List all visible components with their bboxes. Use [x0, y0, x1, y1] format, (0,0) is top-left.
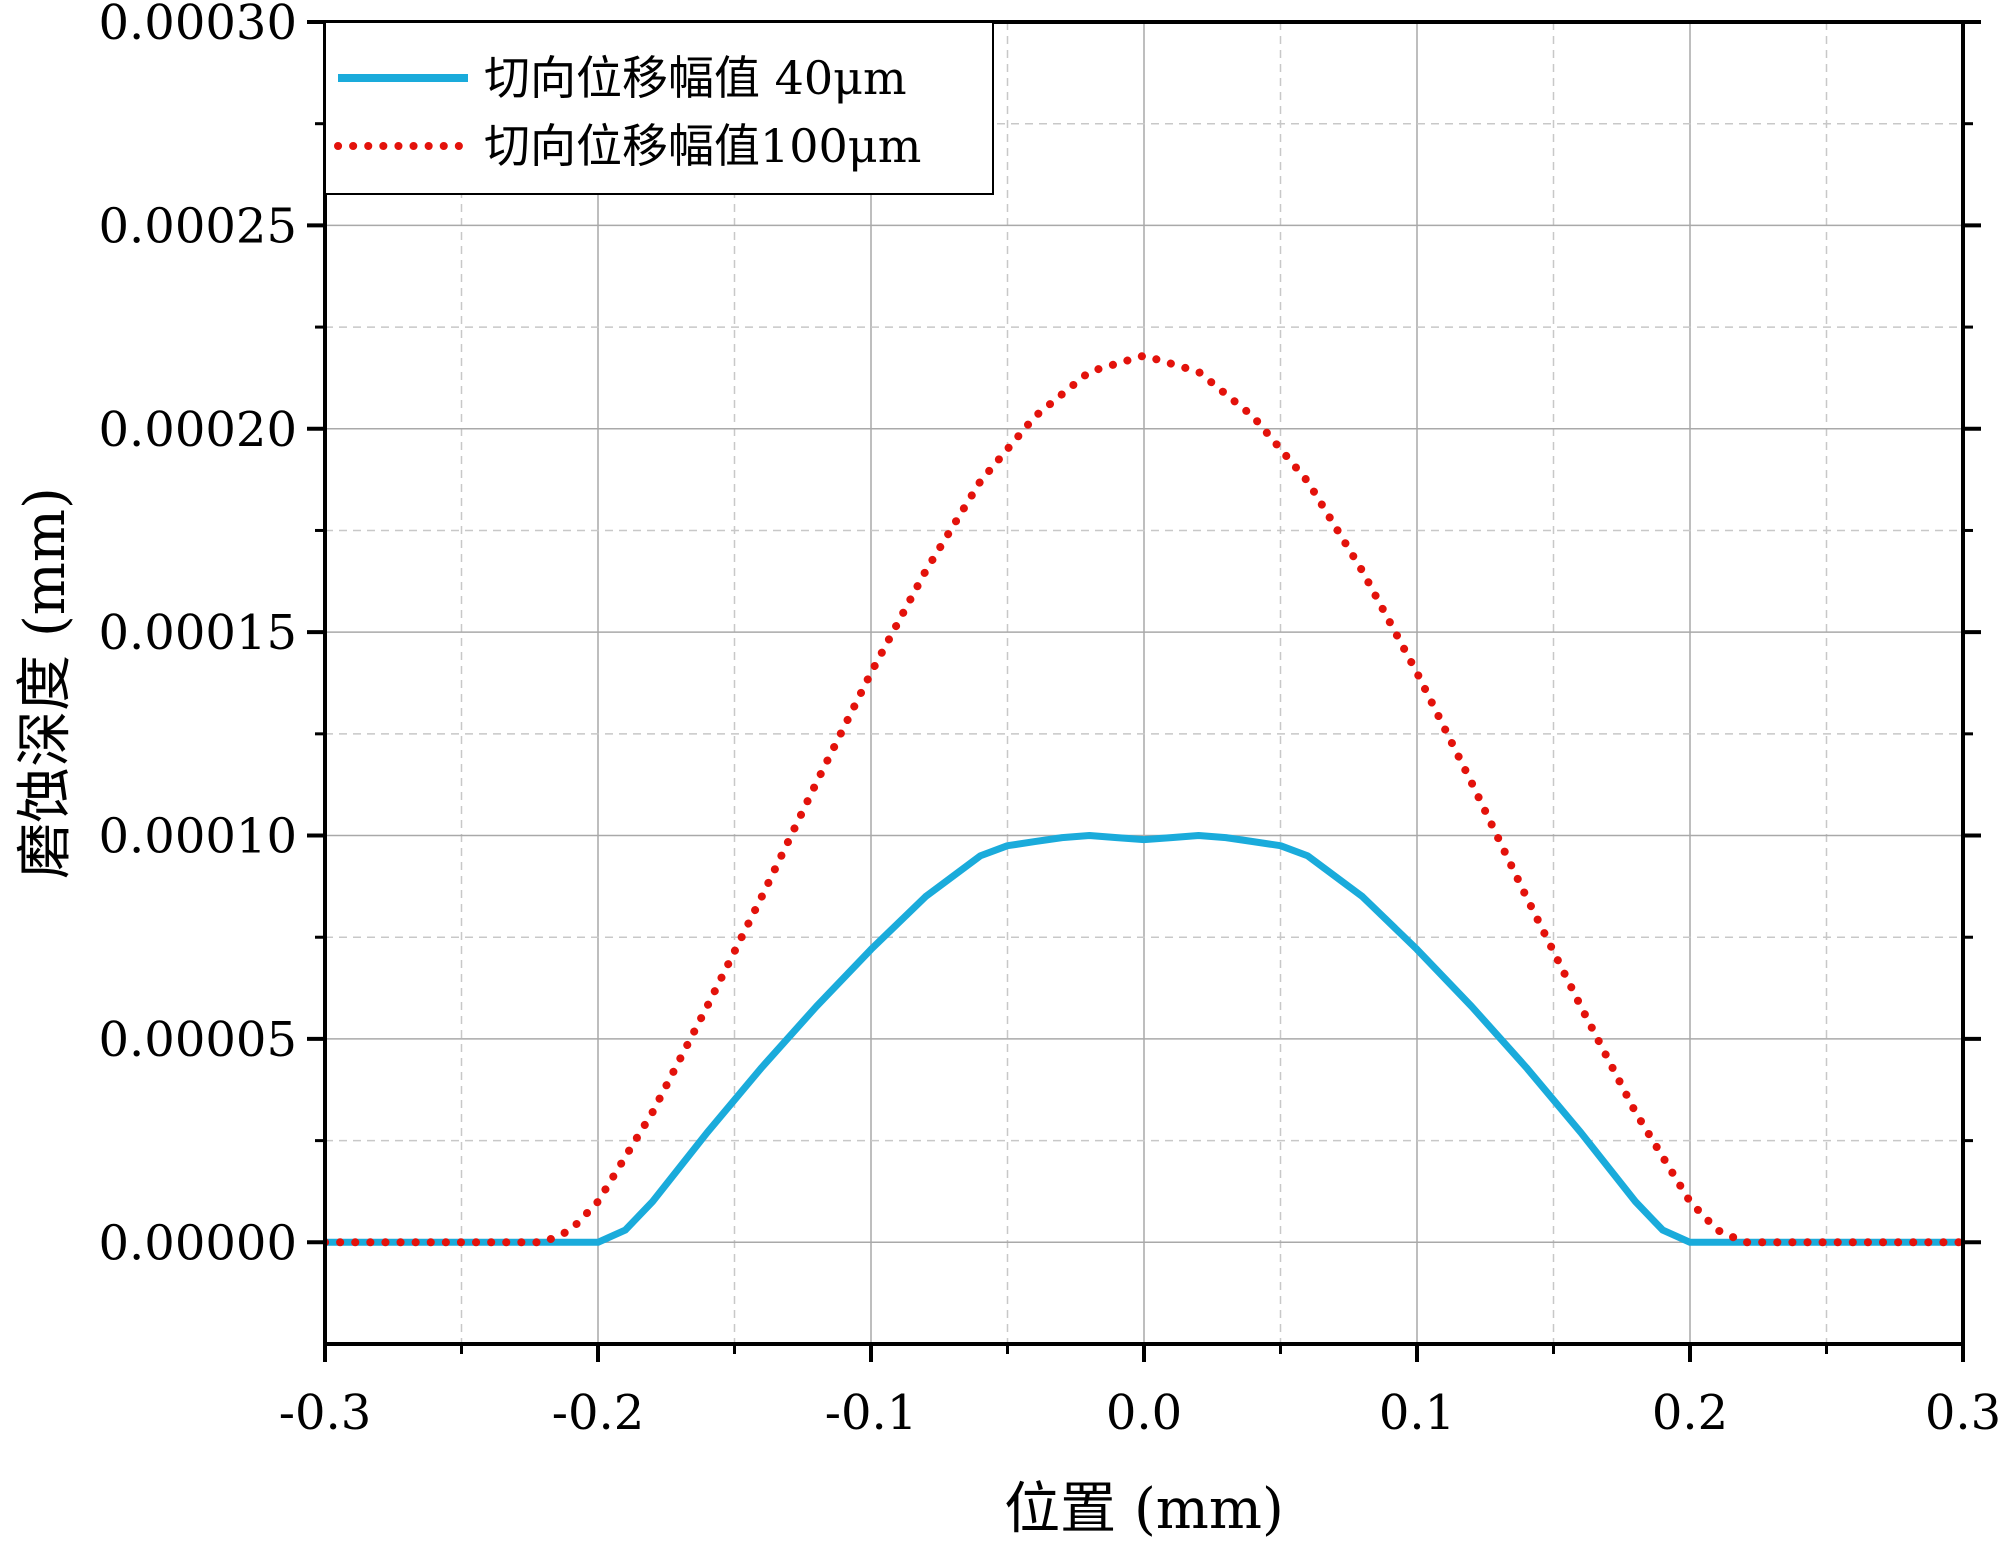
legend-label-100um: 切向位移幅值100μm — [484, 119, 921, 173]
ticks — [307, 20, 1981, 1362]
x-tick-label: 0.1 — [1379, 1385, 1455, 1441]
x-tick-label: 0.0 — [1106, 1385, 1182, 1441]
tick-labels: -0.3 -0.2 -0.1 0.0 0.1 0.2 0.3 0.00000 0.00005 0.… — [99, 0, 2000, 1441]
y-tick-label: 0.00020 — [99, 402, 298, 458]
x-tick-label: 0.3 — [1925, 1385, 2000, 1441]
y-tick-label: 0.00030 — [99, 0, 298, 51]
y-tick-label: 0.00010 — [99, 809, 298, 865]
x-tick-label: -0.1 — [825, 1385, 918, 1441]
series-line-40um — [325, 832, 1963, 1246]
legend: 切向位移幅值 40μm 切向位移幅值100μm — [324, 21, 994, 195]
y-axis-title: 磨蚀深度 (mm) — [13, 487, 78, 879]
grid — [325, 21, 1963, 1344]
x-tick-label: -0.2 — [552, 1385, 645, 1441]
legend-box — [324, 21, 994, 195]
x-tick-label: -0.3 — [279, 1385, 372, 1441]
y-tick-label: 0.00015 — [99, 605, 298, 661]
x-axis-title: 位置 (mm) — [1004, 1477, 1284, 1542]
y-tick-label: 0.00025 — [99, 198, 298, 254]
series-line-100um — [325, 351, 1963, 1247]
y-tick-label: 0.00000 — [99, 1215, 298, 1271]
legend-label-40um: 切向位移幅值 40μm — [484, 51, 907, 105]
y-tick-label: 0.00005 — [99, 1012, 298, 1068]
series-layer — [325, 351, 1963, 1247]
x-tick-label: 0.2 — [1652, 1385, 1728, 1441]
